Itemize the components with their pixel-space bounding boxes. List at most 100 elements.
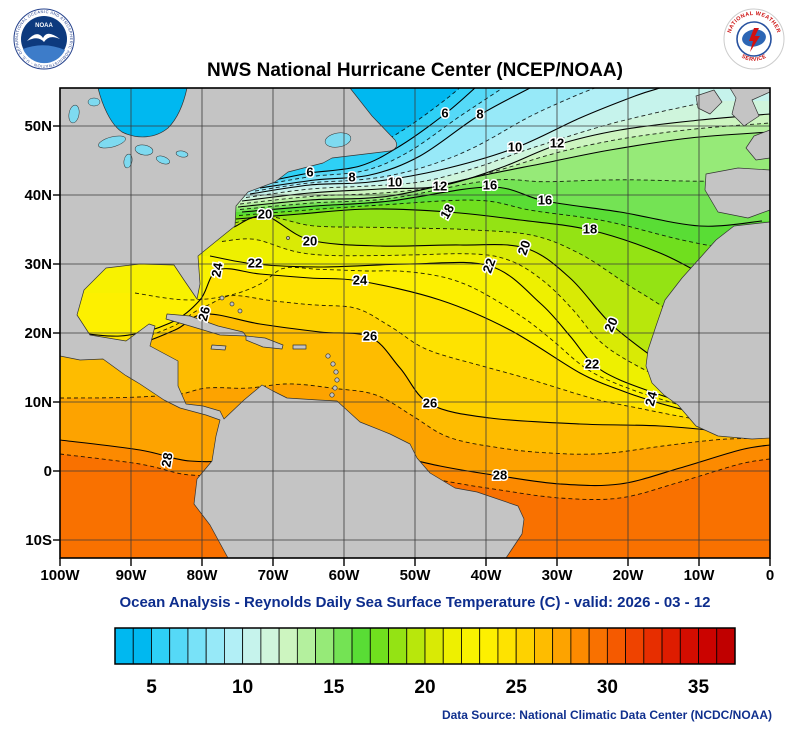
colorbar-cell: [132, 627, 152, 665]
colorbar-cell: [351, 627, 371, 665]
colorbar: 5 10 15 20 25 30 35: [114, 627, 736, 698]
contour-dashed-21: [221, 238, 671, 384]
colorbar-cell: [698, 627, 718, 665]
colorbar-cell: [679, 627, 699, 665]
bermuda: [286, 236, 290, 240]
colorbar-cell: [224, 627, 244, 665]
africa: [645, 221, 770, 440]
colorbar-cell: [369, 627, 389, 665]
canadian-lake: [87, 97, 101, 107]
colorbar-frame: [114, 627, 736, 665]
colorbar-cell: [205, 627, 225, 665]
x-axis-label: 60W: [329, 567, 361, 584]
contour-label: 8: [476, 106, 483, 121]
contour-label: 12: [433, 178, 447, 193]
contour-6: [274, 88, 476, 181]
colorbar-cell: [406, 627, 426, 665]
colorbar-cell: [716, 627, 736, 665]
colorbar-cell: [606, 627, 626, 665]
contour-label: 22: [248, 255, 262, 270]
x-axis-label: 70W: [258, 567, 290, 584]
contour-26: [60, 313, 729, 433]
colorbar-cell: [296, 627, 316, 665]
colorbar-cell: [151, 627, 171, 665]
colorbar-cell: [515, 627, 535, 665]
y-axis-label: 0: [44, 463, 52, 480]
contour-label: 28: [158, 451, 175, 468]
gulf-of-st-lawrence: [324, 132, 352, 148]
colorbar-cell: [114, 627, 134, 665]
colorbar-cell: [424, 627, 444, 665]
colorbar-cell: [570, 627, 590, 665]
ireland: [695, 89, 723, 115]
hispaniola: [245, 335, 284, 350]
contour-label: 12: [550, 135, 564, 150]
contour-dashed-11: [245, 100, 716, 198]
y-axis-label: 30N: [24, 256, 52, 273]
contour-10: [249, 88, 661, 195]
x-axis-label: 10W: [684, 567, 716, 584]
contour-label: 22: [585, 356, 599, 371]
graticule: [60, 88, 770, 558]
colorbar-tick-label: 10: [232, 677, 253, 698]
lake-superior: [98, 135, 126, 149]
colorbar-cell: [278, 627, 298, 665]
contour-label: 10: [388, 174, 402, 189]
colorbar-cell: [333, 627, 353, 665]
contour-label: 22: [479, 256, 498, 275]
france: [745, 129, 770, 161]
lakes: [68, 97, 352, 169]
contour-dashed-17: [238, 199, 738, 251]
lesser-antilles: [325, 353, 340, 398]
contour-dashed-7: [267, 88, 503, 185]
x-axis-label: 0: [766, 567, 774, 584]
x-axis-label: 30W: [542, 567, 574, 584]
colorbar-cell: [625, 627, 645, 665]
contour-label: 28: [493, 467, 507, 482]
jamaica: [210, 344, 227, 351]
colorbar-cell: [497, 627, 517, 665]
contour-label: 24: [208, 261, 225, 279]
contour-label: 10: [508, 139, 522, 154]
contour-8: [259, 88, 531, 189]
colorbar-cell: [552, 627, 572, 665]
x-axis-label: 50W: [400, 567, 432, 584]
contour-label: 26: [423, 395, 437, 410]
colorbar-cell: [534, 627, 554, 665]
contour-dashed-19: [234, 215, 689, 324]
colorbar-cell: [187, 627, 207, 665]
colorbar-tick-label: 25: [506, 677, 528, 698]
x-axis-label: 40W: [471, 567, 503, 584]
x-axis-label: 100W: [40, 567, 80, 584]
contour-16: [241, 186, 763, 227]
contour-label: 26: [195, 305, 213, 323]
y-axis-label: 50N: [24, 118, 52, 135]
y-axis-label: 10S: [25, 532, 52, 549]
nws-logo: NATIONAL WEATHER SERVICE: [723, 8, 785, 70]
contour-dashed-29: [60, 453, 770, 500]
colorbar-cell: [442, 627, 462, 665]
contour-label: 26: [363, 328, 377, 343]
x-axis-label: 90W: [116, 567, 148, 584]
contour-label: 20: [303, 233, 317, 248]
lake-ontario: [175, 150, 189, 158]
lake-winnipeg: [68, 104, 80, 124]
x-axis-label: 20W: [613, 567, 645, 584]
contour-label: 6: [306, 164, 313, 179]
colorbar-tick-label: 20: [414, 677, 435, 698]
colorbar-tick-label: 5: [146, 677, 157, 698]
colorbar-tick-label: 30: [597, 677, 618, 698]
y-axis-label: 40N: [24, 187, 52, 204]
noaa-logo-label: NOAA: [35, 23, 53, 29]
contour-dashed-13: [239, 122, 770, 205]
nws-ring-text-bottom: SERVICE: [740, 54, 767, 63]
map-subtitle: Ocean Analysis - Reynolds Daily Sea Surf…: [119, 594, 710, 611]
contour-label: 18: [583, 221, 597, 236]
iberia: [704, 167, 770, 219]
contour-label: 24: [353, 272, 368, 287]
colorbar-tick-label: 15: [323, 677, 345, 698]
colorbar-cell: [479, 627, 499, 665]
noaa-logo: NATIONAL OCEANIC AND ATMOSPHERIC ADMINIS…: [11, 4, 75, 70]
